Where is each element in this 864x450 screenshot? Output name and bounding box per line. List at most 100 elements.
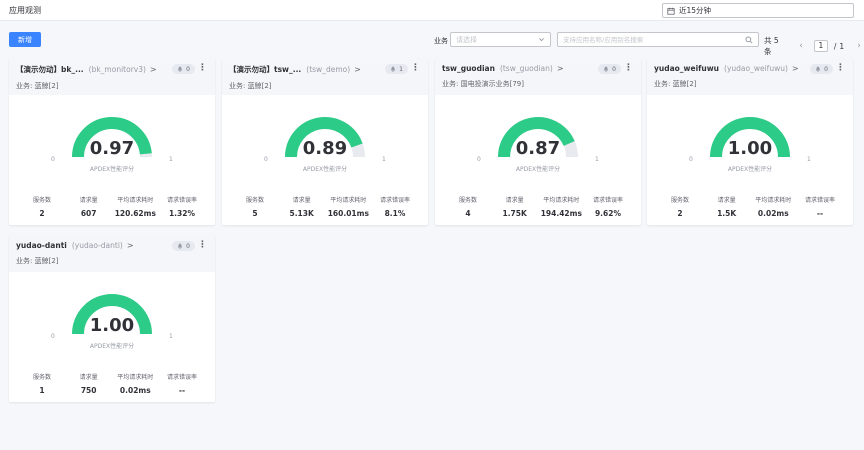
apdex-gauge: 0 1 0.97 APDEX性能评分 (9, 108, 215, 178)
metric-label: 平均请求耗时 (117, 197, 154, 204)
metric-item: 平均请求耗时 120.62ms (112, 195, 158, 218)
app-name[interactable]: yudao_weifuwu (654, 64, 720, 73)
metric-value: 5.13K (289, 209, 314, 218)
more-icon[interactable]: ⋮ (411, 63, 420, 73)
alarm-count: 0 (612, 65, 616, 73)
chevron-right-icon[interactable]: > (556, 64, 564, 73)
metric-label: 服务数 (245, 197, 264, 204)
metric-item: 请求错误率 1.32% (159, 195, 205, 218)
app-business: 业务: 国电投演示业务[79] (442, 80, 524, 88)
biz-label: 业务 (434, 37, 448, 45)
apdex-value: 0.89 (302, 138, 348, 159)
gauge-min: 0 (264, 156, 268, 163)
search-icon[interactable] (745, 35, 753, 44)
metric-value: 0.02ms (119, 386, 151, 395)
total-count: 共 5 条 (764, 36, 779, 56)
metric-label: 请求量 (717, 197, 736, 204)
add-button[interactable]: 新增 (9, 32, 41, 47)
chevron-right-icon[interactable]: > (126, 241, 134, 250)
metric-value: 194.42ms (540, 209, 582, 218)
search-box[interactable] (557, 32, 759, 47)
alarm-badge[interactable]: 0 (598, 64, 621, 74)
chevron-right-icon[interactable]: > (791, 64, 799, 73)
app-card[interactable]: yudao-danti (yudao-danti) > 业务: 蓝鲸[2] 0 … (9, 235, 215, 402)
next-page-icon[interactable]: › (857, 41, 861, 51)
metric-value: 607 (80, 209, 97, 218)
apdex-value: 1.00 (727, 138, 773, 159)
gauge-min: 0 (477, 156, 481, 163)
gauge-max: 1 (169, 156, 173, 163)
page-separator: / (833, 41, 837, 51)
gauge-max: 1 (169, 333, 173, 340)
bell-icon (604, 66, 609, 72)
alarm-badge[interactable]: 1 (385, 64, 408, 74)
search-input[interactable] (563, 35, 733, 44)
apdex-value: 0.87 (515, 138, 561, 159)
alarm-badge[interactable]: 0 (810, 64, 833, 74)
app-name[interactable]: tsw_guodian (442, 64, 495, 73)
more-icon[interactable]: ⋮ (198, 63, 207, 73)
app-name[interactable]: 【演示勿动】bk_... (16, 65, 84, 74)
app-card[interactable]: tsw_guodian (tsw_guodian) > 业务: 国电投演示业务[… (435, 58, 641, 225)
metric-item: 服务数 5 (232, 195, 278, 218)
more-icon[interactable]: ⋮ (836, 63, 845, 73)
page-current-input[interactable]: 1 (814, 40, 828, 52)
metric-value: 8.1% (384, 209, 406, 218)
alarm-count: 1 (399, 65, 403, 73)
gauge-svg (72, 294, 152, 335)
apdex-label: APDEX性能评分 (89, 343, 135, 350)
app-card[interactable]: yudao_weifuwu (yudao_weifuwu) > 业务: 蓝鲸[2… (647, 58, 853, 225)
metric-item: 平均请求耗时 194.42ms (538, 195, 584, 218)
card-header: tsw_guodian (tsw_guodian) > 业务: 国电投演示业务[… (435, 58, 641, 95)
metric-value: 5 (252, 209, 258, 218)
card-header: 【演示勿动】tsw_... (tsw_demo) > 业务: 蓝鲸[2] 1 ⋮ (222, 58, 428, 95)
biz-select[interactable]: 请选择 (450, 32, 551, 47)
app-card[interactable]: 【演示勿动】bk_... (bk_monitorv3) > 业务: 蓝鲸[2] … (9, 58, 215, 225)
bell-icon (391, 66, 396, 72)
alarm-badge[interactable]: 0 (172, 64, 195, 74)
app-title[interactable]: yudao_weifuwu (yudao_weifuwu) > (654, 64, 846, 73)
app-title[interactable]: 【演示勿动】bk_... (bk_monitorv3) > (16, 64, 208, 75)
metric-value: 2 (677, 209, 683, 218)
apdex-gauge: 0 1 0.87 APDEX性能评分 (435, 108, 641, 178)
metric-item: 服务数 4 (445, 195, 491, 218)
metric-item: 请求量 5.13K (279, 195, 325, 218)
metric-value: 750 (80, 386, 97, 395)
metrics-row: 服务数 2 请求量 607 平均请求耗时 120.62ms 请求错误率 1.32… (19, 195, 205, 218)
metric-label: 服务数 (32, 374, 51, 381)
app-title[interactable]: 【演示勿动】tsw_... (tsw_demo) > (229, 64, 421, 75)
app-title[interactable]: tsw_guodian (tsw_guodian) > (442, 64, 634, 73)
card-header: 【演示勿动】bk_... (bk_monitorv3) > 业务: 蓝鲸[2] … (9, 58, 215, 95)
app-card[interactable]: 【演示勿动】tsw_... (tsw_demo) > 业务: 蓝鲸[2] 1 ⋮… (222, 58, 428, 225)
app-name[interactable]: yudao-danti (16, 241, 67, 250)
apdex-label: APDEX性能评分 (515, 166, 561, 173)
app-name[interactable]: 【演示勿动】tsw_... (229, 65, 302, 74)
apdex-gauge: 0 1 1.00 APDEX性能评分 (9, 285, 215, 355)
metric-item: 服务数 2 (19, 195, 65, 218)
chevron-right-icon[interactable]: > (354, 65, 361, 74)
metric-value: 2 (39, 209, 45, 218)
more-icon[interactable]: ⋮ (198, 240, 207, 250)
metric-value: 160.01ms (327, 209, 369, 218)
metric-item: 请求错误率 -- (159, 372, 205, 395)
chevron-right-icon[interactable]: > (149, 65, 157, 74)
metric-item: 请求错误率 -- (797, 195, 843, 218)
apdex-label: APDEX性能评分 (727, 166, 773, 173)
app-title[interactable]: yudao-danti (yudao-danti) > (16, 241, 208, 250)
metric-item: 请求错误率 9.62% (585, 195, 631, 218)
apdex-gauge: 0 1 0.89 APDEX性能评分 (222, 108, 428, 178)
time-range-picker[interactable]: 近15分钟 (662, 3, 854, 18)
metric-label: 请求量 (79, 197, 98, 204)
more-icon[interactable]: ⋮ (624, 63, 633, 73)
gauge-min: 0 (689, 156, 693, 163)
metric-value: 4 (465, 209, 471, 218)
bell-icon (816, 66, 821, 72)
apdex-label: APDEX性能评分 (89, 166, 135, 173)
gauge-svg (710, 117, 790, 158)
prev-page-icon[interactable]: ‹ (799, 41, 803, 51)
biz-select-placeholder: 请选择 (456, 35, 477, 44)
app-alias: (bk_monitorv3) (88, 65, 146, 74)
alarm-badge[interactable]: 0 (172, 241, 195, 251)
metric-item: 平均请求耗时 160.01ms (325, 195, 371, 218)
card-header: yudao_weifuwu (yudao_weifuwu) > 业务: 蓝鲸[2… (647, 58, 853, 95)
